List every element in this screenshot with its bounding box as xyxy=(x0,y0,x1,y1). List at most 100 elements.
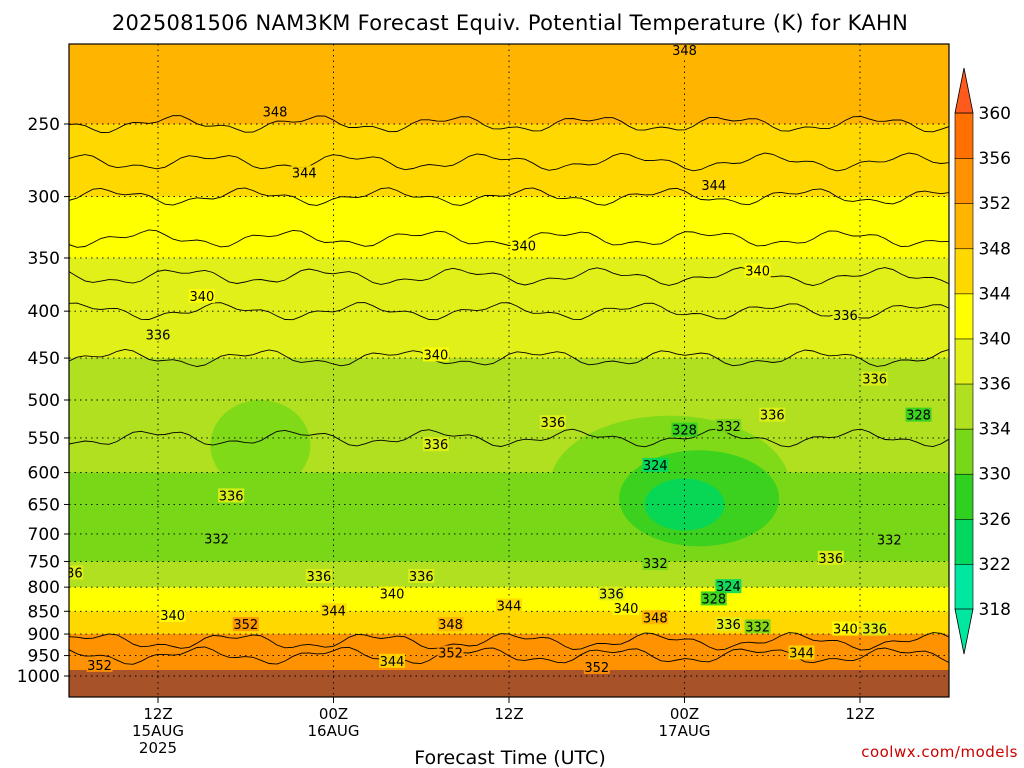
contour-label-background xyxy=(613,600,639,615)
y-tick-label: 300 xyxy=(28,188,60,208)
x-tick-label: 12Z xyxy=(143,705,172,723)
contour-label: 352 xyxy=(87,659,112,674)
contour-label-background xyxy=(715,617,742,632)
contour-label: 340 xyxy=(511,239,536,254)
contour-label: 336 xyxy=(540,416,565,431)
contour-label-background xyxy=(69,565,84,580)
y-tick-label: 250 xyxy=(28,115,60,135)
y-tick-label: 700 xyxy=(28,525,60,545)
contour-label-background xyxy=(291,165,318,180)
contour-label: 332 xyxy=(716,420,741,435)
contour-label-background xyxy=(832,308,859,323)
colorbar-tick-label: 318 xyxy=(979,600,1011,620)
contour-label: 348 xyxy=(263,106,288,121)
contour-label: 348 xyxy=(672,44,697,59)
contour-label: 352 xyxy=(584,661,609,676)
contour-label: 344 xyxy=(497,600,522,615)
contour-label: 344 xyxy=(380,655,405,670)
colorbar-segment xyxy=(954,202,974,250)
colorbar-tick-label: 348 xyxy=(979,239,1011,259)
contour-label-background xyxy=(642,556,669,571)
contour-label: 344 xyxy=(789,646,814,661)
y-tick-label: 900 xyxy=(28,625,60,645)
contour-label: 336 xyxy=(219,489,244,504)
contour-label: 336 xyxy=(146,328,171,343)
contour-label-background xyxy=(232,617,259,632)
contour-label: 340 xyxy=(745,264,770,279)
colorbar-tick-label: 352 xyxy=(979,194,1011,214)
profile-band xyxy=(69,358,949,401)
credit-text: coolwx.com/models xyxy=(861,743,1018,761)
x-tick-label: 12Z xyxy=(845,705,874,723)
profile-band xyxy=(69,472,949,506)
contour-line xyxy=(69,229,949,248)
contour-label-background xyxy=(744,263,771,278)
x-tick-label: 00Z xyxy=(319,705,348,723)
colorbar-segment xyxy=(954,157,974,204)
contour-line xyxy=(69,152,949,172)
contour-label: 336 xyxy=(862,373,887,388)
contour-label-background xyxy=(422,347,449,362)
contour-label: 336 xyxy=(409,570,434,585)
y-tick-label: 850 xyxy=(28,602,60,622)
colorbar-segment xyxy=(954,563,974,610)
contour-label: 340 xyxy=(833,623,858,638)
x-axis-label: Forecast Time (UTC) xyxy=(414,747,605,768)
contour-label: 336 xyxy=(599,588,624,603)
profile-band xyxy=(69,533,949,563)
contour-label-background xyxy=(905,407,932,422)
contour-label: 324 xyxy=(716,580,741,595)
contour-label: 336 xyxy=(862,623,887,638)
contour-label-background xyxy=(320,603,347,618)
contour-label: 340 xyxy=(423,348,448,363)
contour-line xyxy=(69,187,949,206)
contour-label: 348 xyxy=(643,611,668,626)
colorbar-segment xyxy=(954,293,974,340)
y-tick-label: 400 xyxy=(28,302,60,322)
contour-label: 336 xyxy=(818,552,843,567)
contour-label: 352 xyxy=(438,646,463,661)
contour-label-background xyxy=(671,422,698,437)
contour-label: 344 xyxy=(701,179,726,194)
contour-label-background xyxy=(598,586,625,601)
profile-band xyxy=(69,504,949,535)
contour-label: 340 xyxy=(380,588,405,603)
contour-label: 340 xyxy=(614,602,639,617)
profile-band xyxy=(69,634,949,657)
colorbar-tick-label: 330 xyxy=(979,465,1011,485)
y-tick-label: 650 xyxy=(28,495,60,515)
contour-label-background xyxy=(788,645,815,660)
x-tick-label: 16AUG xyxy=(308,722,360,740)
colorbar: 318 322 326 330 334 336 340 344 348 352 356 360 xyxy=(954,67,1011,655)
contour-label-background xyxy=(700,591,727,606)
contour-label-background xyxy=(539,415,566,430)
contour-label-background xyxy=(379,653,405,668)
colorbar-tick-label: 344 xyxy=(979,284,1011,304)
contour-label-background xyxy=(861,621,888,636)
contour-label: 336 xyxy=(58,566,83,581)
contour-label: 336 xyxy=(760,409,785,424)
colorbar-segment xyxy=(954,112,974,159)
y-tick-label: 750 xyxy=(28,552,60,572)
contour-label-background xyxy=(305,569,332,584)
x-tick-label: 17AUG xyxy=(659,722,711,740)
contour-label-background xyxy=(510,238,537,253)
contour-label-background xyxy=(759,407,786,422)
colorbar-segment xyxy=(954,518,974,565)
contour-label-background xyxy=(583,659,610,674)
contour-line xyxy=(69,348,949,367)
contour-label: 328 xyxy=(701,592,726,607)
contour-line xyxy=(69,267,949,286)
contour-label-background xyxy=(700,177,727,192)
colorbar-segment xyxy=(954,338,974,385)
contour-line xyxy=(69,428,949,448)
colorbar-segment xyxy=(954,473,974,520)
contour-label-background xyxy=(408,569,435,584)
colorbar-segment xyxy=(954,428,974,475)
y-axis-ticks: 250 300 350 400 450 500 550 600 650 700 750 800 850 9… xyxy=(17,115,69,687)
profile-band xyxy=(69,196,949,259)
